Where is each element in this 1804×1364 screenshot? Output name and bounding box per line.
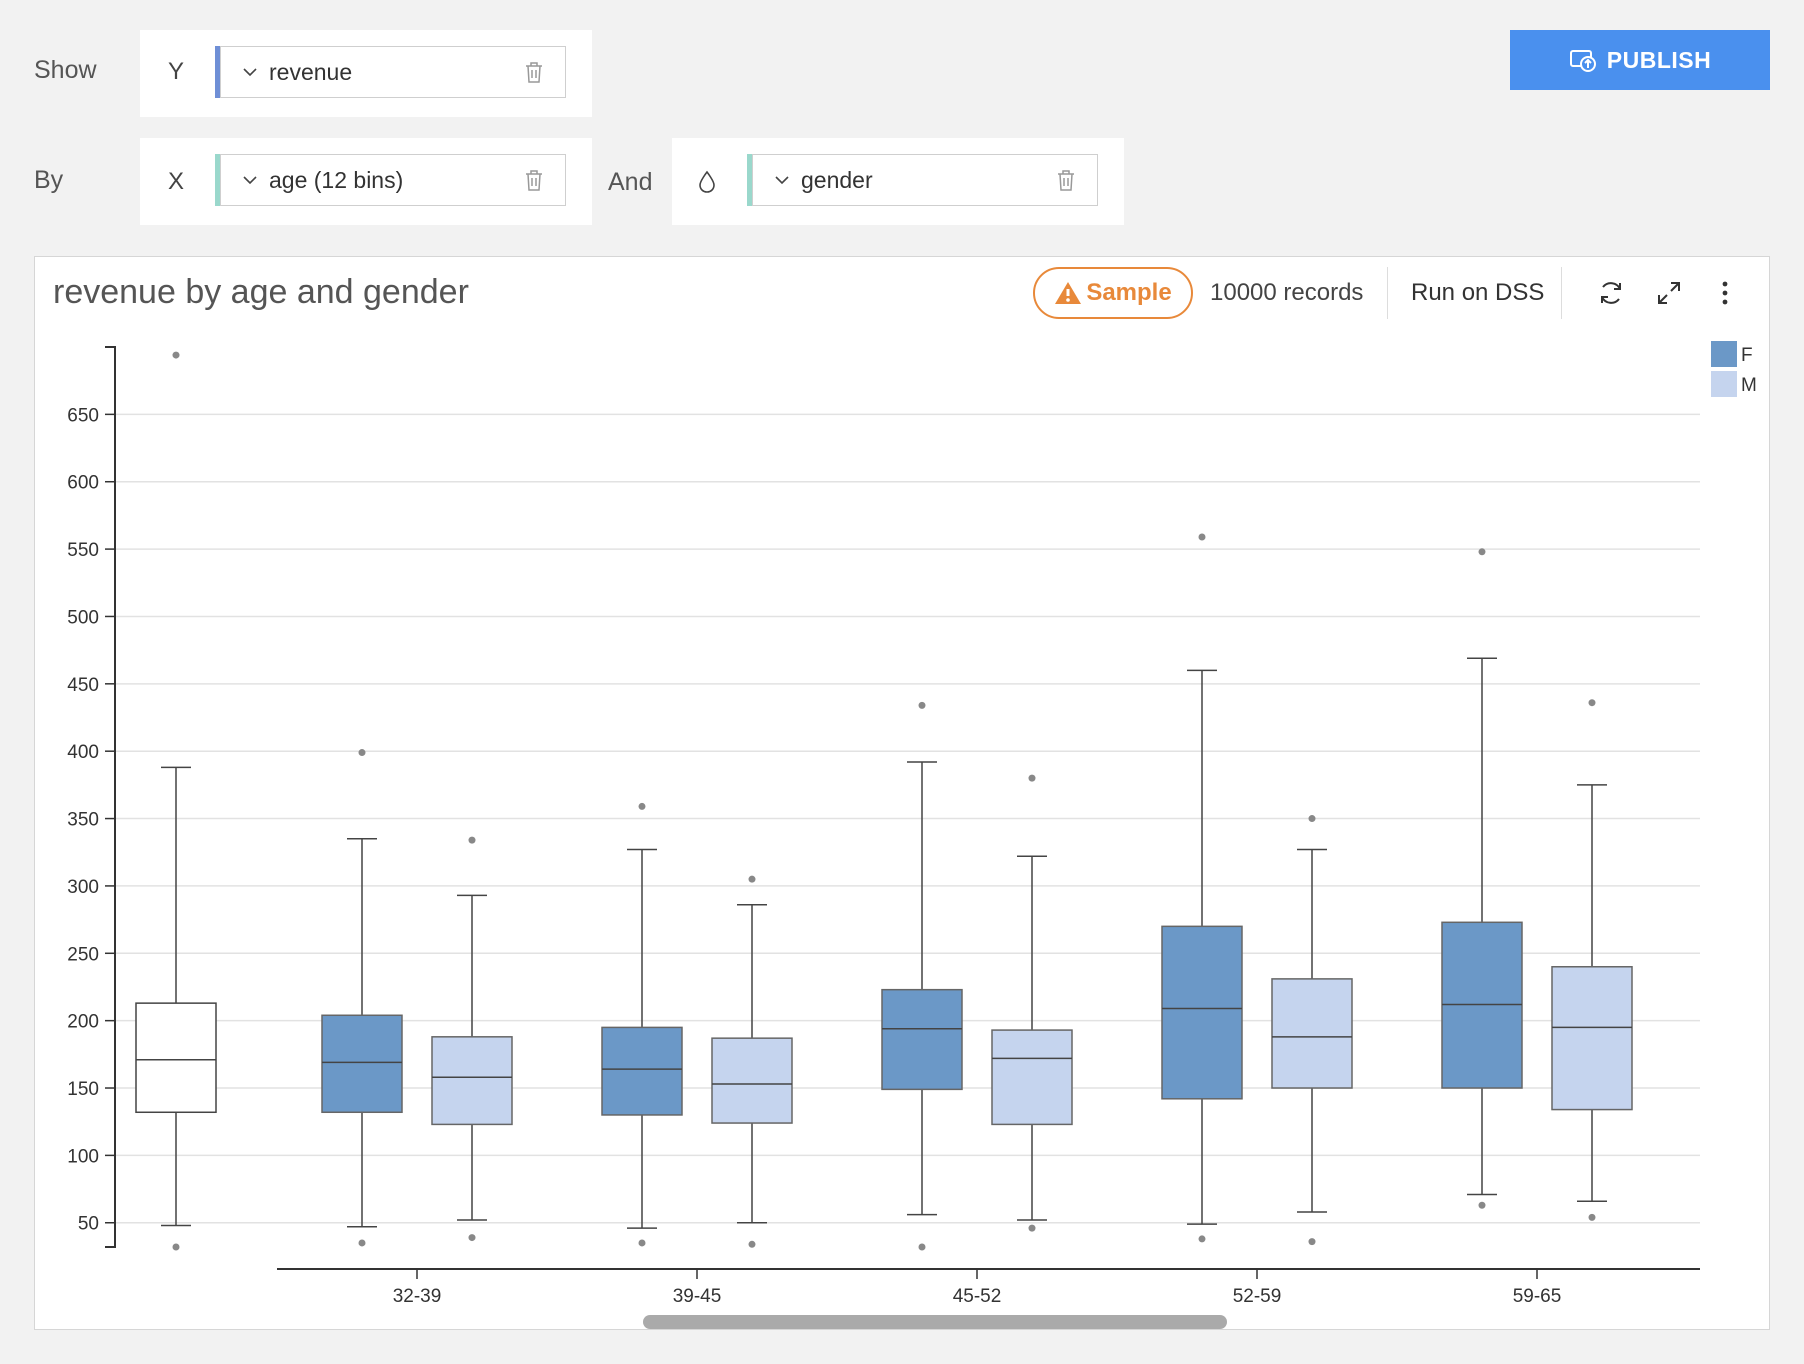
y-tick-label: 550	[67, 540, 99, 561]
by-label: By	[34, 166, 64, 194]
outlier-point	[358, 749, 366, 757]
box	[601, 1026, 683, 1116]
box	[321, 1014, 403, 1114]
x-tick-label: 39-45	[673, 1286, 722, 1307]
y-field-pill[interactable]: revenue	[215, 46, 566, 98]
x-field-pill[interactable]: age (12 bins)	[215, 154, 566, 206]
box	[711, 1037, 793, 1124]
trash-icon[interactable]	[1055, 168, 1077, 192]
outlier-point	[1478, 548, 1486, 556]
y-tick-label: 500	[67, 607, 99, 628]
divider	[1561, 267, 1562, 319]
x-tick-label: 32-39	[393, 1286, 442, 1307]
sample-label: Sample	[1086, 279, 1172, 306]
divider	[1387, 267, 1388, 319]
outlier-point	[1308, 1238, 1316, 1246]
y-tick-label: 250	[67, 944, 99, 965]
run-on-dss-button[interactable]: Run on DSS	[1411, 279, 1545, 306]
y-tick-label: 150	[67, 1079, 99, 1100]
box	[431, 1036, 513, 1126]
sample-badge[interactable]: Sample	[1033, 267, 1193, 319]
y-axis-letter: Y	[168, 58, 185, 85]
show-label: Show	[34, 56, 97, 84]
y-field-label: revenue	[269, 58, 353, 85]
box-plot: 50 100 150 200 250 300 350 400 450 500 550 600 650 32…	[67, 341, 1757, 1307]
y-tick-label: 650	[67, 405, 99, 426]
chart-card: revenue by age and gender Sample 10000 r…	[34, 256, 1770, 1330]
outlier-point	[1198, 1235, 1206, 1243]
y-tick-label: 600	[67, 473, 99, 494]
y-accent-bar	[215, 46, 220, 98]
x-tick-label: 59-65	[1513, 1286, 1562, 1307]
box	[1271, 978, 1353, 1089]
chart-title: revenue by age and gender	[53, 273, 469, 311]
box	[1161, 925, 1243, 1100]
publish-icon	[1569, 50, 1596, 72]
more-vertical-icon[interactable]	[1709, 277, 1741, 309]
color-field-pill[interactable]: gender	[747, 154, 1098, 206]
x-accent-bar	[215, 154, 220, 206]
outlier-point	[1588, 699, 1596, 707]
chevron-down-icon[interactable]	[775, 173, 789, 187]
color-accent-bar	[747, 154, 752, 206]
legend-swatch	[1711, 371, 1737, 397]
outlier-point	[918, 701, 926, 709]
x-field-label: age (12 bins)	[269, 166, 404, 193]
legend-label: F	[1741, 345, 1753, 366]
droplet-icon	[699, 170, 715, 193]
expand-icon[interactable]	[1653, 277, 1685, 309]
refresh-icon[interactable]	[1595, 277, 1627, 309]
y-tick-label: 350	[67, 810, 99, 831]
warning-icon	[1055, 282, 1082, 304]
outlier-point	[468, 1234, 476, 1242]
box	[991, 1029, 1073, 1126]
outlier-point	[1028, 774, 1036, 782]
y-axis-panel: Y revenue	[140, 30, 592, 117]
outlier-point	[172, 1243, 180, 1251]
y-tick-label: 300	[67, 877, 99, 898]
box	[1551, 966, 1633, 1111]
x-axis-letter: X	[168, 168, 185, 195]
outlier-point	[172, 351, 180, 359]
legend-label: M	[1741, 375, 1757, 396]
outlier-point	[1198, 533, 1206, 541]
outlier-point	[1588, 1213, 1596, 1221]
and-label: And	[608, 168, 653, 196]
outlier-point	[468, 836, 476, 844]
y-tick-label: 450	[67, 675, 99, 696]
chevron-down-icon[interactable]	[243, 65, 257, 79]
outlier-point	[748, 1240, 756, 1248]
outlier-point	[638, 802, 646, 810]
y-tick-label: 400	[67, 742, 99, 763]
y-tick-label: 200	[67, 1012, 99, 1033]
legend-swatch	[1711, 341, 1737, 367]
outlier-point	[358, 1239, 366, 1247]
chevron-down-icon[interactable]	[243, 173, 257, 187]
y-axis-line	[105, 346, 116, 1248]
box	[135, 1002, 217, 1114]
trash-icon[interactable]	[523, 60, 545, 84]
publish-label: PUBLISH	[1606, 46, 1712, 73]
y-tick-label: 50	[78, 1214, 99, 1235]
trash-icon[interactable]	[523, 168, 545, 192]
y-tick-label: 100	[67, 1146, 99, 1167]
x-axis-panel: X age (12 bins)	[140, 138, 592, 225]
records-count: 10000 records	[1210, 279, 1364, 306]
outlier-point	[918, 1243, 926, 1251]
outlier-point	[1308, 815, 1316, 823]
color-panel: gender	[672, 138, 1124, 225]
outlier-point	[638, 1239, 646, 1247]
outlier-point	[748, 875, 756, 883]
x-tick-label: 52-59	[1233, 1286, 1282, 1307]
publish-button[interactable]: PUBLISH	[1510, 30, 1770, 90]
horizontal-scrollbar[interactable]	[643, 1315, 1227, 1329]
x-tick-label: 45-52	[953, 1286, 1002, 1307]
color-field-label: gender	[801, 166, 873, 193]
box	[881, 988, 963, 1091]
outlier-point	[1478, 1201, 1486, 1209]
outlier-point	[1028, 1224, 1036, 1232]
